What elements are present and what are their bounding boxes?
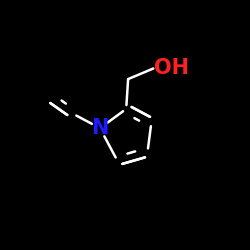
Text: OH: OH	[154, 58, 189, 78]
Text: N: N	[91, 118, 109, 138]
